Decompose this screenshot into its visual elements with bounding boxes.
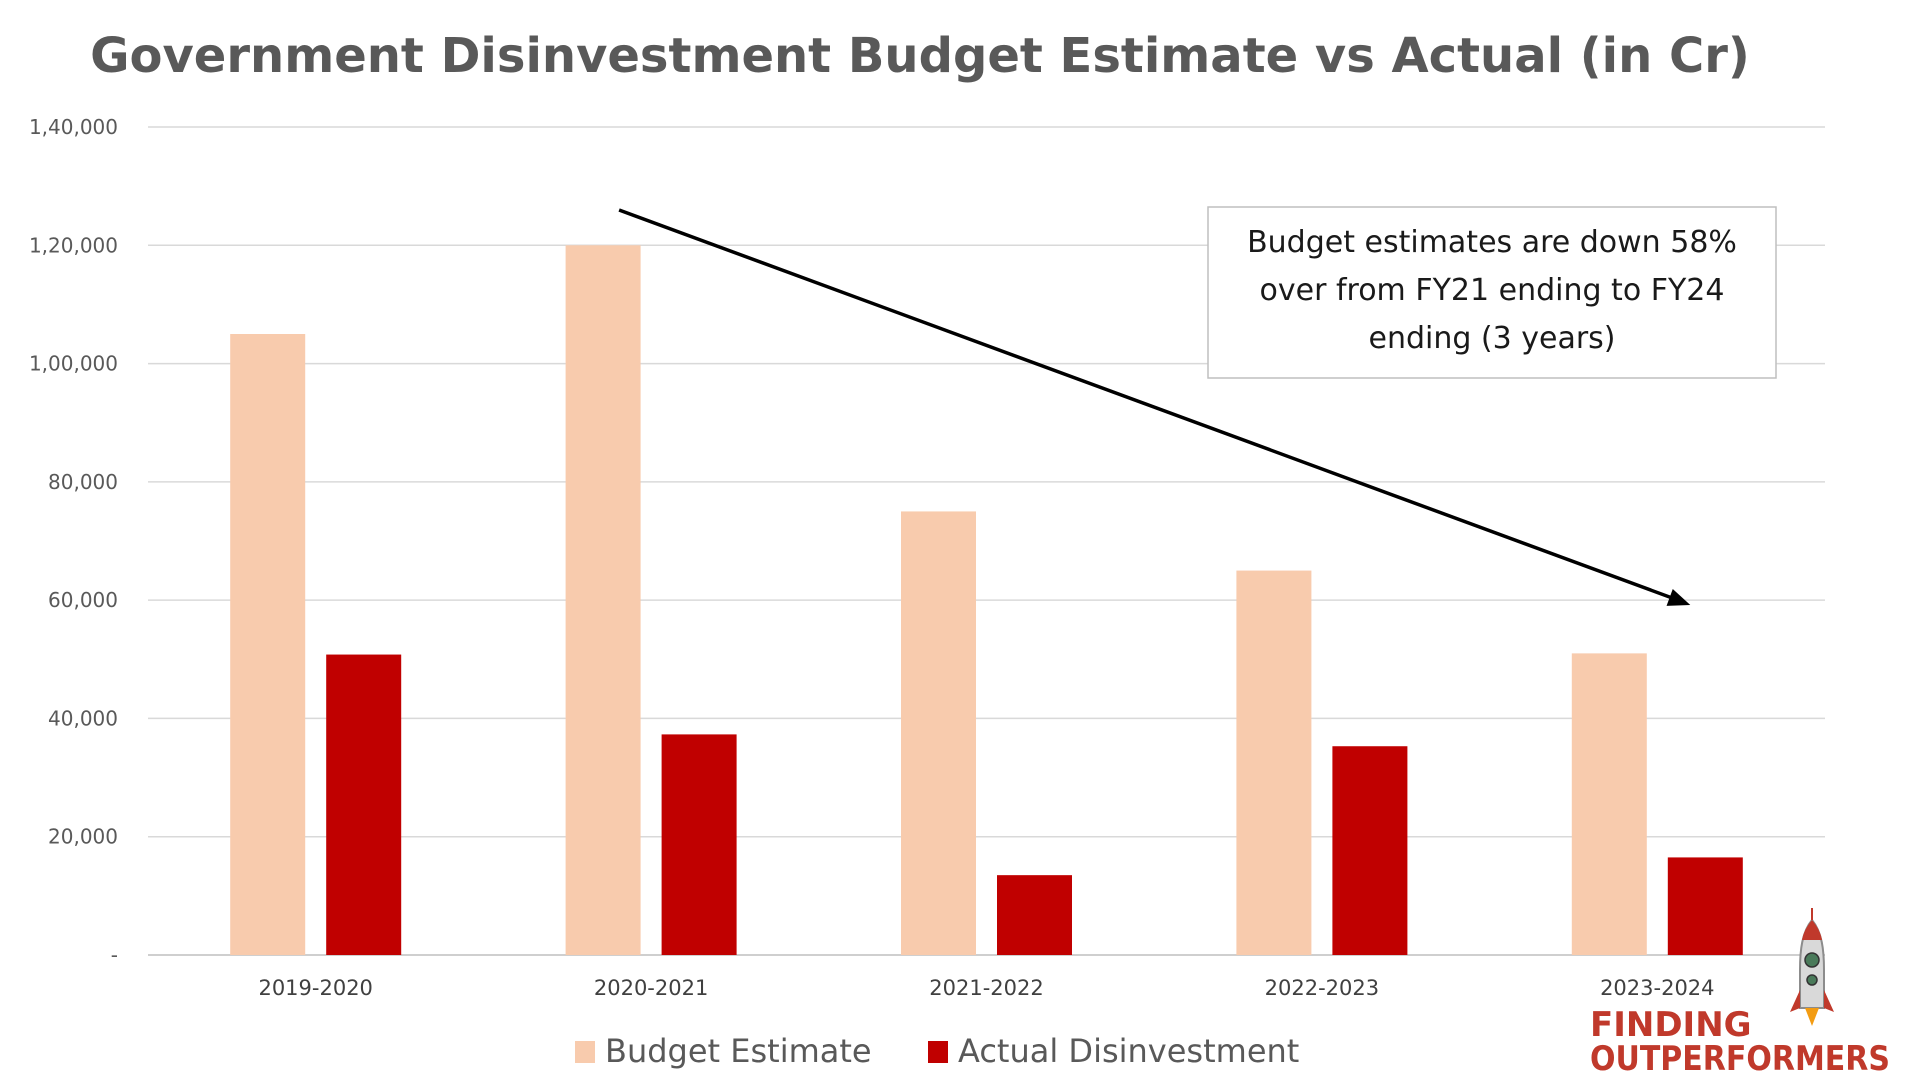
- logo-line2: OUTPERFORMERS: [1590, 1039, 1890, 1079]
- x-tick-label: 2021-2022: [929, 976, 1043, 1000]
- bar-actual-disinvestment: [1667, 857, 1743, 955]
- rocket-icon: [1790, 908, 1834, 1026]
- bar-budget-estimate: [1571, 653, 1647, 955]
- y-tick-label: -: [111, 943, 118, 967]
- bar-budget-estimate: [1236, 570, 1312, 955]
- legend-swatch: [575, 1041, 595, 1063]
- legend-label: Actual Disinvestment: [958, 1032, 1299, 1070]
- annotation-text: over from FY21 ending to FY24: [1260, 273, 1725, 308]
- x-tick-label: 2020-2021: [594, 976, 708, 1000]
- bar-budget-estimate: [565, 245, 641, 956]
- legend: Budget Estimate Actual Disinvestment: [575, 1032, 1299, 1070]
- annotation-text: Budget estimates are down 58%: [1247, 225, 1737, 260]
- y-tick-label: 1,40,000: [29, 115, 118, 139]
- trend-arrow-line: [618, 208, 1677, 602]
- y-tick-label: 1,20,000: [29, 233, 118, 257]
- y-tick-label: 20,000: [48, 825, 118, 849]
- y-tick-label: 1,00,000: [29, 352, 118, 376]
- x-tick-label: 2023-2024: [1600, 976, 1714, 1000]
- logo-line1: FINDING: [1590, 1005, 1752, 1045]
- trend-arrow-head: [1666, 588, 1691, 606]
- bar-actual-disinvestment: [661, 734, 737, 955]
- y-tick-label: 80,000: [48, 470, 118, 494]
- chart-title: Government Disinvestment Budget Estimate…: [90, 28, 1750, 84]
- legend-label: Budget Estimate: [605, 1032, 872, 1070]
- annotation-box: Budget estimates are down 58% over from F…: [1207, 206, 1777, 379]
- x-tick-label: 2019-2020: [258, 976, 372, 1000]
- logo: FINDING OUTPERFORMERS: [1590, 908, 1890, 1079]
- y-tick-label: 40,000: [48, 706, 118, 730]
- trend-arrow: [618, 208, 1691, 606]
- y-axis-ticks: - 20,000 40,000 60,000 80,000 1,00,000 1,20,00…: [29, 115, 118, 967]
- bar-budget-estimate: [901, 511, 976, 955]
- bar-actual-disinvestment: [326, 654, 402, 955]
- x-tick-label: 2022-2023: [1265, 976, 1379, 1000]
- annotation-box-frame: [1207, 206, 1777, 379]
- bars: [230, 245, 1743, 956]
- y-tick-label: 60,000: [48, 588, 118, 612]
- bar-actual-disinvestment: [1332, 746, 1408, 955]
- bar-actual-disinvestment: [997, 875, 1072, 955]
- legend-swatch: [928, 1041, 948, 1063]
- annotation-text: ending (3 years): [1368, 321, 1615, 356]
- bar-budget-estimate: [230, 334, 306, 955]
- x-axis-ticks: 2019-2020 2020-2021 2021-2022 2022-2023 2023…: [258, 976, 1714, 1000]
